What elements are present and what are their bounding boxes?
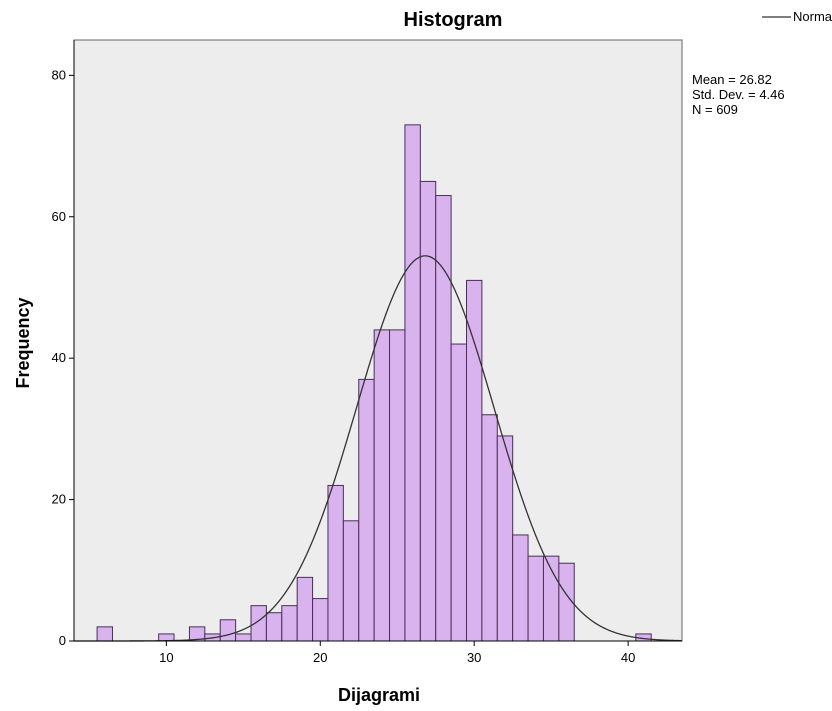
x-tick-label: 10 [159,650,173,665]
histogram-bar [265,612,283,642]
histogram-bar [419,180,437,642]
histogram-bar [96,626,113,642]
histogram-bar [450,343,467,642]
y-tick-label: 80 [52,67,66,82]
histogram-bar [404,124,421,642]
x-axis-label: Dijagrami [338,685,420,705]
chart-title: Histogram [404,9,503,31]
legend-normal-label: Normal [793,9,832,24]
histogram-bar [389,329,406,642]
stats-mean: Mean = 26.82 [692,72,772,87]
legend: Normal [762,9,832,24]
y-tick-label: 60 [52,209,66,224]
y-tick-label: 0 [59,633,66,648]
histogram-bar [312,598,329,642]
histogram-bar [281,605,298,642]
histogram-bar [327,484,344,642]
histogram-bar [373,329,391,642]
histogram-bar [527,555,544,642]
x-axis-ticks: 10 20 30 40 [159,641,635,665]
x-tick-label: 20 [313,650,327,665]
normal-curve-line [74,255,683,642]
histogram-bar [358,378,375,642]
histogram-bar [235,633,252,642]
histogram-bar [250,605,267,642]
y-tick-label: 40 [52,350,66,365]
histogram-bar [219,619,237,642]
x-tick-label: 40 [621,650,635,665]
histogram-bar [512,534,529,642]
histogram-bar [466,279,483,642]
histogram-bar [496,435,514,642]
stats-std-dev: Std. Dev. = 4.46 [692,87,785,102]
histogram-bar [481,414,498,642]
x-tick-label: 30 [467,650,481,665]
y-axis-ticks: 0 20 40 60 80 [52,67,74,648]
histogram-bar [296,576,314,642]
plot-area-group [73,39,683,642]
histogram-bar [342,520,360,642]
stats-n: N = 609 [692,102,738,117]
y-axis-label: Frequency [13,297,33,388]
y-tick-label: 20 [52,492,66,507]
stats-box: Mean = 26.82 Std. Dev. = 4.46 N = 609 [692,72,785,117]
